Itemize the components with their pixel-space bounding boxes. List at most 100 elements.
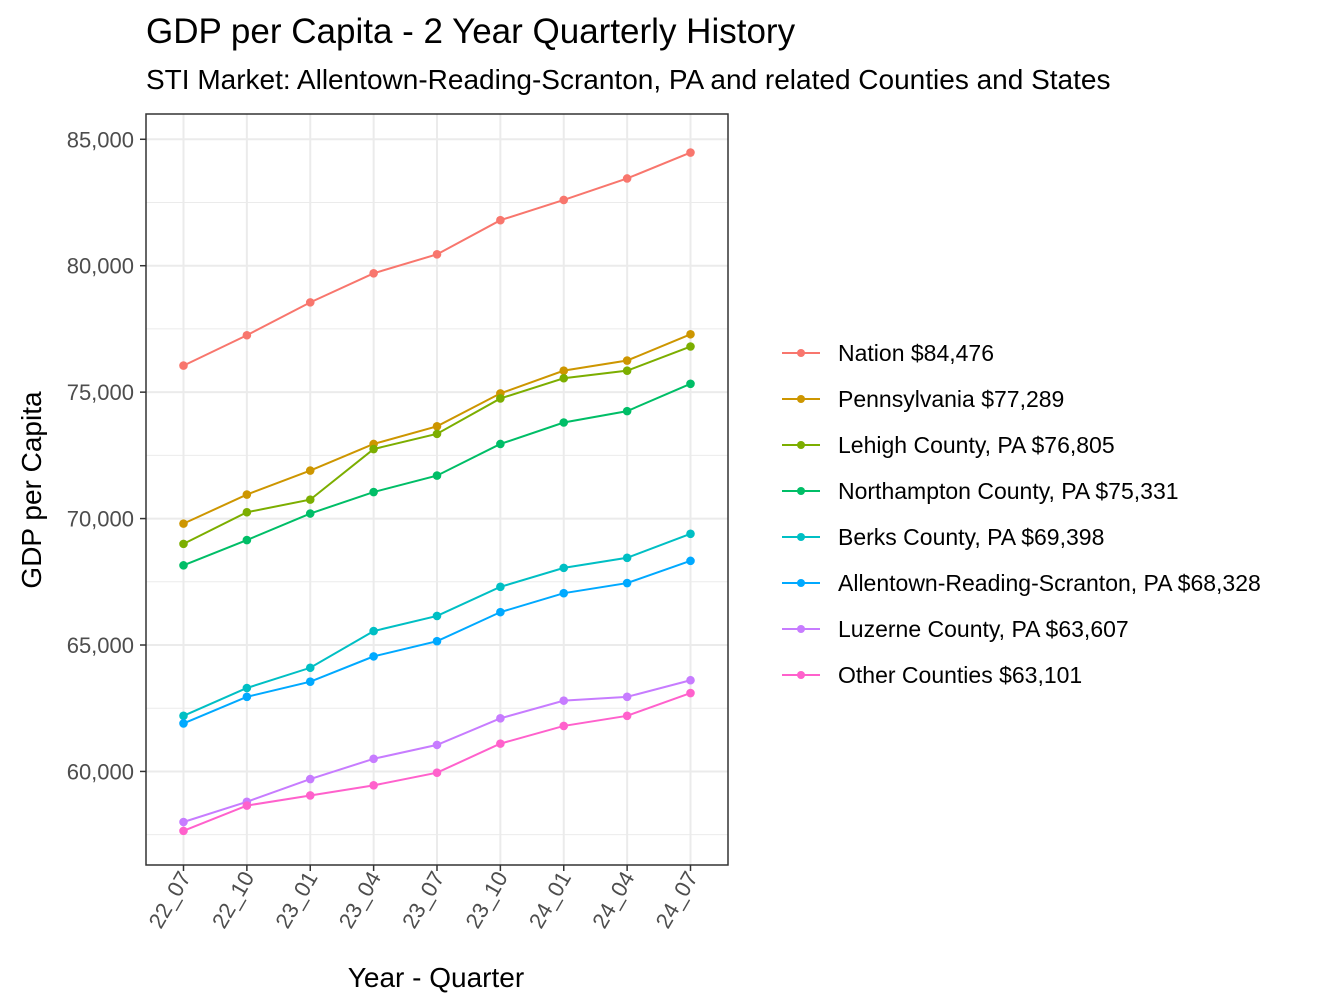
data-point <box>305 495 315 504</box>
data-point <box>179 817 188 827</box>
legend-item: Allentown-Reading-Scranton, PA $68,328 <box>778 560 1261 606</box>
data-point <box>432 429 442 439</box>
x-axis-title: Year - Quarter <box>348 962 524 993</box>
data-point <box>179 519 188 528</box>
data-point <box>432 250 442 259</box>
y-tick-label: 70,000 <box>67 507 134 532</box>
x-axis: 22_07 22_10 23_01 23_04 23_07 23_10 24_01 24_04… <box>144 865 703 932</box>
data-point <box>432 636 442 646</box>
data-point <box>559 373 569 383</box>
data-point <box>242 507 252 517</box>
chart-subtitle: STI Market: Allentown-Reading-Scranton, … <box>146 64 1111 95</box>
data-point <box>432 740 442 750</box>
legend-item: Lehigh County, PA $76,805 <box>778 422 1261 468</box>
data-point <box>496 714 505 723</box>
data-point <box>686 688 695 698</box>
data-point <box>242 692 252 702</box>
legend-item: Northampton County, PA $75,331 <box>778 468 1261 514</box>
legend-key <box>778 652 824 698</box>
data-point <box>686 379 695 389</box>
y-tick-label: 75,000 <box>67 380 134 405</box>
legend-item: Luzerne County, PA $63,607 <box>778 606 1261 652</box>
data-point <box>369 487 378 497</box>
grid-major <box>146 114 728 865</box>
data-point <box>496 607 505 617</box>
series-points <box>179 148 695 836</box>
data-point <box>622 174 632 183</box>
data-point <box>559 418 569 427</box>
data-point <box>622 553 632 563</box>
data-point <box>242 330 252 340</box>
data-point <box>496 739 505 748</box>
data-point <box>686 556 695 566</box>
data-point <box>369 626 378 636</box>
data-point <box>369 754 378 764</box>
data-point <box>179 561 188 570</box>
chart-title: GDP per Capita - 2 Year Quarterly Histor… <box>146 12 796 51</box>
data-point <box>305 298 315 307</box>
legend-label: Other Counties $63,101 <box>838 661 1083 688</box>
legend-key <box>778 376 824 422</box>
x-tick-label: 23_07 <box>397 867 449 932</box>
data-point <box>622 406 632 416</box>
data-point <box>496 582 505 592</box>
legend-item: Nation $84,476 <box>778 330 1261 376</box>
legend-label: Northampton County, PA $75,331 <box>838 477 1179 504</box>
y-tick-label: 60,000 <box>67 759 134 784</box>
data-point <box>179 719 188 728</box>
data-point <box>559 696 569 705</box>
data-point <box>622 692 632 702</box>
data-point <box>369 652 378 661</box>
legend-item: Other Counties $63,101 <box>778 652 1261 698</box>
x-tick-label: 24_01 <box>524 867 576 932</box>
data-point <box>179 361 188 370</box>
y-tick-label: 80,000 <box>67 254 134 279</box>
legend-key <box>778 514 824 560</box>
data-point <box>559 366 569 375</box>
data-point <box>622 366 632 375</box>
x-tick-label: 22_10 <box>207 867 259 932</box>
data-point <box>559 195 569 205</box>
x-tick-label: 23_10 <box>460 867 512 932</box>
legend-item: Pennsylvania $77,289 <box>778 376 1261 422</box>
data-point <box>559 588 569 598</box>
legend-label: Nation $84,476 <box>838 339 995 366</box>
legend-label: Luzerne County, PA $63,607 <box>838 615 1129 642</box>
legend-key <box>778 422 824 468</box>
data-point <box>432 421 442 431</box>
data-point <box>242 683 252 693</box>
y-axis: 60,000 65,000 70,000 75,000 80,000 85,000 <box>67 127 146 784</box>
data-point <box>622 711 632 721</box>
data-point <box>242 490 252 499</box>
data-point <box>559 563 569 573</box>
data-point <box>305 663 315 673</box>
data-point <box>305 466 315 475</box>
y-axis-title: GDP per Capita <box>16 391 47 589</box>
legend-key <box>778 468 824 514</box>
data-point <box>179 826 188 836</box>
data-point <box>369 444 378 454</box>
data-point <box>242 535 252 545</box>
x-tick-label: 22_07 <box>144 867 196 932</box>
data-point <box>179 711 188 721</box>
data-point <box>432 768 442 778</box>
data-point <box>432 611 442 621</box>
legend-label: Lehigh County, PA $76,805 <box>838 431 1115 458</box>
data-point <box>305 677 315 686</box>
x-tick-label: 24_04 <box>587 867 639 932</box>
data-point <box>305 791 315 800</box>
data-point <box>622 356 632 365</box>
legend-label: Pennsylvania $77,289 <box>838 385 1065 412</box>
data-point <box>686 675 695 685</box>
data-point <box>686 329 695 339</box>
data-point <box>496 215 505 225</box>
y-tick-label: 85,000 <box>67 127 134 152</box>
legend-item: Berks County, PA $69,398 <box>778 514 1261 560</box>
data-point <box>305 774 315 784</box>
legend-key <box>778 560 824 606</box>
data-point <box>622 578 632 588</box>
data-point <box>496 394 505 403</box>
legend-key <box>778 606 824 652</box>
data-point <box>179 539 188 549</box>
